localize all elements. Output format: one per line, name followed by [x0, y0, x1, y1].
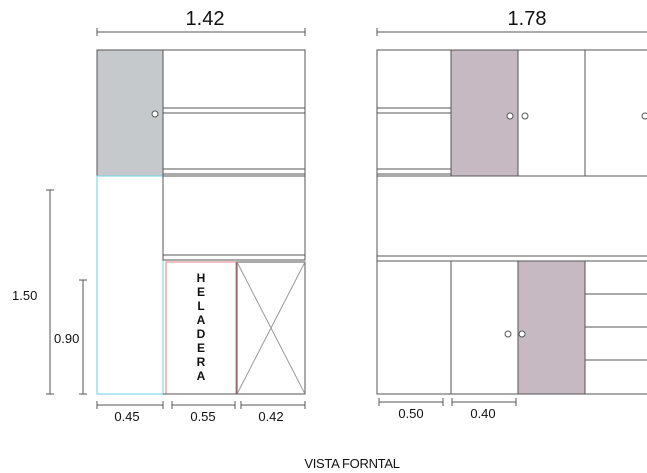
fridge-letter: L [197, 299, 204, 313]
right-lower-door-2 [450, 260, 519, 395]
right-lower-cabinets [376, 260, 647, 395]
left-lower-structure [96, 175, 306, 395]
left-upper-shelf-2 [162, 168, 306, 175]
fridge-letter: D [197, 327, 206, 341]
right-lower-knob [518, 330, 526, 338]
module-width-label: 0.42 [258, 409, 283, 424]
module-width-label: 0.55 [190, 409, 215, 424]
right-upper-far-door [584, 49, 647, 177]
fridge-letter: E [197, 341, 205, 355]
module-width-label: 0.50 [398, 406, 423, 421]
module-width-label: 0.40 [470, 406, 495, 421]
right-upper-shelf-1 [376, 107, 452, 114]
fridge-letter: H [197, 271, 206, 285]
fridge-letter: A [197, 369, 206, 383]
right-overall-width-label: 1.78 [508, 8, 547, 30]
module-width-label: 0.45 [114, 409, 139, 424]
right-overall-dimension [376, 28, 647, 36]
left-upper-knob [151, 110, 159, 118]
right-upper-shelf-2 [376, 168, 452, 175]
left-upper-cabinets [96, 49, 306, 177]
right-upper-knob [641, 112, 647, 120]
right-lower-door-1 [376, 260, 452, 395]
left-overall-width-label: 1.42 [186, 8, 225, 30]
right-counter-shelf [376, 255, 647, 262]
right-module-dimensions [378, 398, 517, 406]
fridge-letter: R [197, 355, 206, 369]
total-height-label: 1.50 [12, 288, 37, 303]
right-middle-area [376, 175, 647, 262]
left-tall-column [96, 175, 164, 395]
left-counter-shelf [162, 254, 306, 261]
fridge-letter: E [197, 285, 205, 299]
right-upper-mauve-door [450, 49, 519, 177]
left-height-dimensions [46, 189, 87, 395]
left-upper-shelf-1 [162, 107, 306, 114]
right-lower-knob [504, 330, 512, 338]
fridge-label: H E L A D E R A [197, 271, 206, 383]
right-upper-knob [506, 112, 514, 120]
lower-height-label: 0.90 [54, 331, 79, 346]
right-upper-knob [521, 112, 529, 120]
drawing-title: VISTA FORNTAL [304, 456, 399, 471]
left-overall-dimension [96, 28, 306, 36]
empty-bay-cross-2 [236, 261, 306, 395]
right-upper-cabinets [376, 49, 647, 177]
left-module-dimensions [96, 401, 306, 409]
right-lower-mauve-door [517, 260, 586, 395]
fridge-letter: A [197, 313, 206, 327]
right-middle-open-area [376, 175, 647, 257]
right-upper-white-door [517, 49, 586, 177]
left-middle-open-area [162, 175, 306, 256]
